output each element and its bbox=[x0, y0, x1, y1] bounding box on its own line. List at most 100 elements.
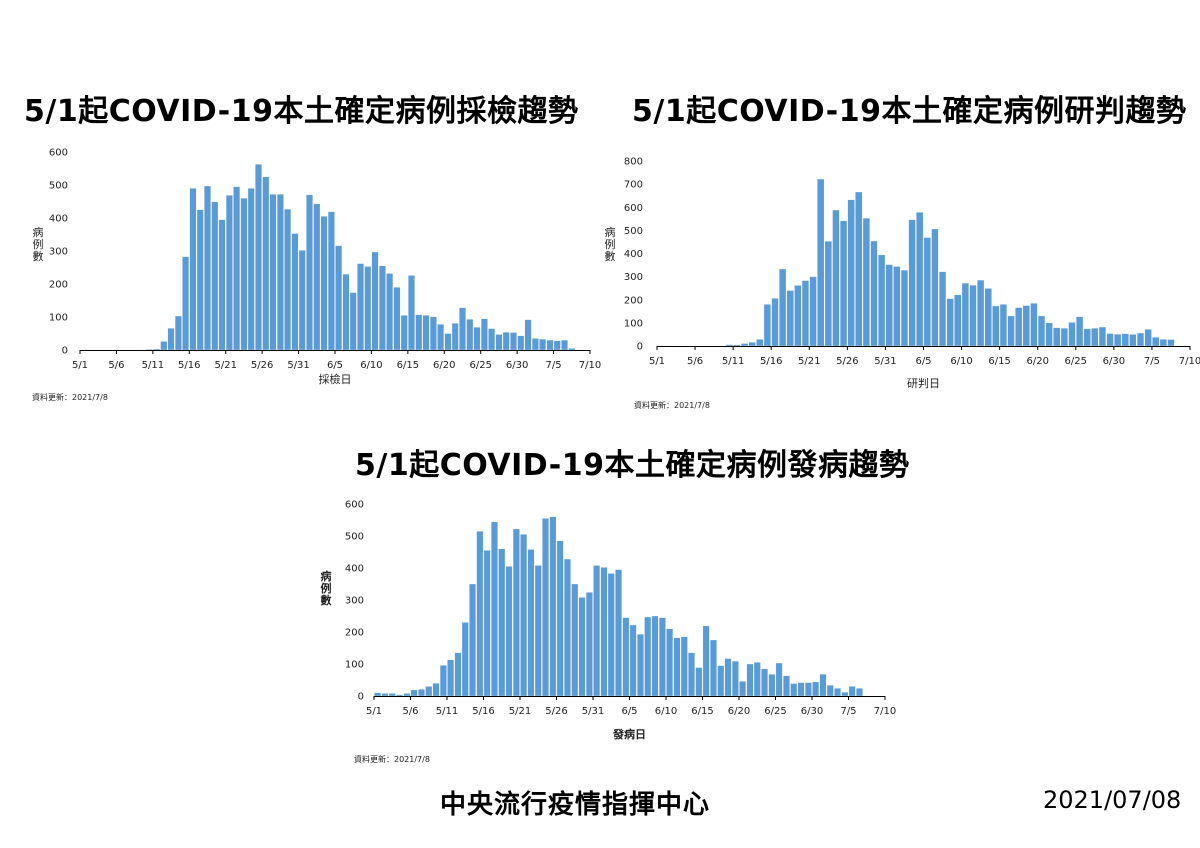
x-tick-label: 6/15 bbox=[691, 706, 713, 717]
bar-6/1 bbox=[600, 567, 608, 697]
bar-5/23 bbox=[240, 198, 248, 351]
bar-5/21 bbox=[809, 276, 817, 347]
bar-6/22 bbox=[753, 662, 761, 697]
update-note: 資料更新：2021/7/8 bbox=[32, 392, 108, 402]
x-tick-label: 6/10 bbox=[360, 360, 382, 371]
bar-5/16 bbox=[771, 298, 779, 347]
bar-6/22 bbox=[1053, 327, 1061, 347]
x-tick-label: 7/10 bbox=[579, 360, 601, 371]
x-tick-label: 6/20 bbox=[728, 706, 750, 717]
bar-6/8 bbox=[357, 263, 364, 351]
bar-6/5 bbox=[923, 237, 931, 347]
bar-5/27 bbox=[855, 191, 863, 347]
bar-6/8 bbox=[651, 615, 659, 697]
bar-5/1 bbox=[374, 692, 382, 697]
bar-5/29 bbox=[284, 208, 292, 351]
bar-6/30 bbox=[517, 335, 525, 351]
bar-7/4 bbox=[1144, 329, 1152, 347]
bar-6/6 bbox=[342, 273, 350, 351]
x-tick-label: 5/16 bbox=[472, 706, 494, 717]
bar-5/14 bbox=[756, 339, 764, 347]
y-tick-label: 100 bbox=[49, 313, 68, 324]
bar-7/2 bbox=[531, 338, 539, 351]
bar-6/2 bbox=[900, 269, 909, 347]
x-tick-label: 5/31 bbox=[582, 706, 604, 717]
bar-6/21 bbox=[746, 663, 754, 697]
bar-6/9 bbox=[658, 617, 666, 697]
bar-5/9 bbox=[432, 683, 440, 697]
bar-5/13 bbox=[461, 622, 469, 697]
x-tick-label: 7/10 bbox=[874, 706, 896, 717]
bar-5/21 bbox=[225, 195, 233, 351]
y-axis-label-char: 病 bbox=[321, 569, 332, 583]
bar-6/19 bbox=[437, 324, 445, 351]
bar-5/22 bbox=[817, 178, 825, 347]
bar-7/5 bbox=[1152, 337, 1160, 347]
y-tick-label: 800 bbox=[624, 157, 643, 168]
bar-6/2 bbox=[313, 203, 321, 351]
bar-6/30 bbox=[1114, 334, 1122, 347]
bar-5/17 bbox=[491, 521, 498, 697]
bar-5/26 bbox=[262, 176, 270, 351]
bar-6/16 bbox=[1007, 315, 1015, 347]
bar-5/30 bbox=[585, 592, 593, 697]
bar-6/22 bbox=[459, 307, 466, 351]
bar-5/3 bbox=[388, 693, 396, 697]
bar-6/10 bbox=[666, 628, 674, 697]
x-tick-label: 7/5 bbox=[840, 706, 856, 717]
y-tick-label: 300 bbox=[49, 247, 68, 258]
bar-6/13 bbox=[984, 288, 992, 347]
agency-name: 中央流行疫情指揮中心 bbox=[440, 790, 711, 820]
bar-6/16 bbox=[415, 314, 423, 351]
y-tick-label: 0 bbox=[62, 346, 68, 357]
x-tick-label: 5/11 bbox=[436, 706, 458, 717]
x-tick-label: 5/21 bbox=[509, 706, 531, 717]
bar-6/1 bbox=[893, 266, 901, 347]
bar-5/5 bbox=[403, 693, 411, 697]
bar-5/10 bbox=[145, 349, 153, 351]
y-tick-label: 500 bbox=[345, 532, 364, 543]
bar-5/14 bbox=[469, 583, 476, 697]
x-tick-label: 5/26 bbox=[251, 360, 273, 371]
bar-6/16 bbox=[710, 639, 717, 697]
x-tick-label: 7/5 bbox=[546, 360, 562, 371]
x-tick-label: 6/5 bbox=[327, 360, 343, 371]
bar-6/18 bbox=[1022, 305, 1030, 347]
bar-6/3 bbox=[320, 216, 328, 351]
bar-6/29 bbox=[1106, 333, 1114, 347]
bar-6/5 bbox=[629, 624, 637, 697]
bar-6/11 bbox=[673, 637, 681, 697]
bar-5/11 bbox=[153, 348, 160, 351]
y-tick-label: 400 bbox=[624, 249, 643, 260]
bar-6/15 bbox=[408, 275, 415, 351]
x-tick-label: 5/26 bbox=[545, 706, 567, 717]
bar-5/18 bbox=[204, 185, 211, 351]
bar-5/27 bbox=[269, 194, 277, 351]
bar-6/3 bbox=[615, 569, 622, 697]
bar-7/3 bbox=[834, 688, 841, 697]
bar-6/28 bbox=[797, 682, 805, 697]
bar-6/24 bbox=[1068, 322, 1076, 347]
bar-7/4 bbox=[841, 692, 849, 697]
bar-5/19 bbox=[211, 201, 219, 351]
y-axis-label-char: 病 bbox=[605, 225, 616, 239]
bar-6/17 bbox=[422, 315, 430, 351]
bar-5/31 bbox=[593, 565, 601, 697]
bar-6/29 bbox=[510, 332, 517, 351]
bar-5/25 bbox=[255, 164, 262, 351]
bar-6/10 bbox=[371, 251, 379, 351]
bar-6/7 bbox=[349, 292, 357, 351]
x-tick-label: 5/1 bbox=[366, 706, 382, 717]
bar-6/28 bbox=[1098, 326, 1106, 347]
bar-5/28 bbox=[276, 194, 284, 351]
x-tick-label: 6/5 bbox=[621, 706, 637, 717]
bar-5/20 bbox=[801, 280, 810, 347]
bar-5/19 bbox=[794, 285, 802, 347]
diagnosis-trend-chart: 5/1 5/6 5/11 5/16 5/21 5/26 5/31 6/5 6/10 6/15 6/2… bbox=[605, 157, 1200, 411]
bar-6/6 bbox=[931, 228, 939, 347]
bar-6/21 bbox=[1045, 322, 1053, 347]
y-tick-label: 700 bbox=[624, 180, 643, 191]
bar-6/15 bbox=[999, 304, 1008, 347]
y-tick-label: 200 bbox=[624, 295, 643, 306]
x-tick-label: 5/31 bbox=[287, 360, 309, 371]
